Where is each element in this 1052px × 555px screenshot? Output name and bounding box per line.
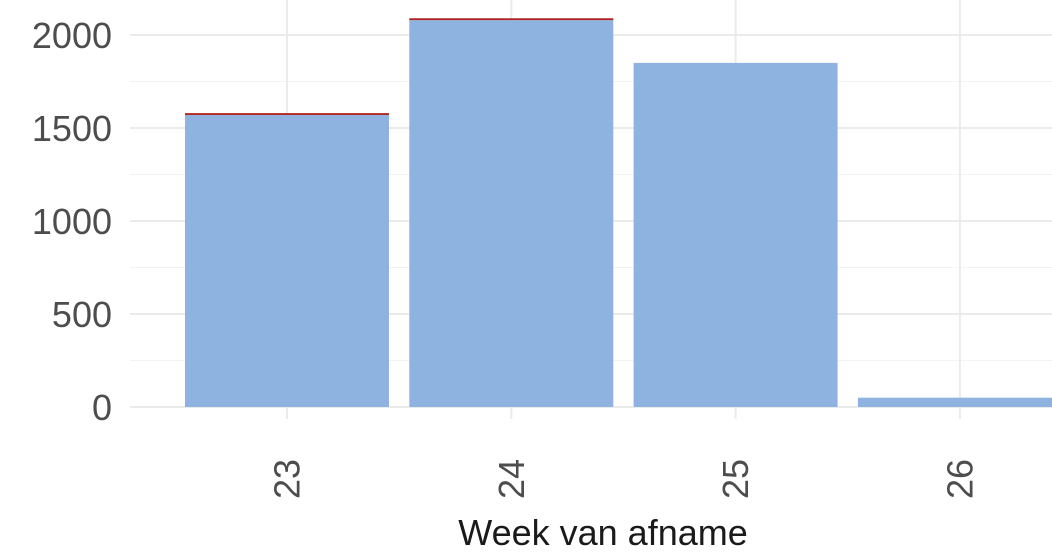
y-tick-label: 500	[52, 294, 112, 335]
y-tick-label: 1000	[32, 201, 112, 242]
bar-week-23-series-2	[185, 113, 389, 115]
bar-week-24-series-1	[409, 20, 614, 408]
bars	[185, 18, 1052, 408]
bar-week-26-series-1	[857, 397, 1052, 407]
x-tick-label: 24	[491, 459, 532, 499]
y-tick-label: 1500	[32, 108, 112, 149]
y-tick-label: 0	[92, 387, 112, 428]
y-axis-ticks: 0 500 1000 1500 2000	[32, 15, 112, 428]
y-tick-label: 2000	[32, 15, 112, 56]
x-axis-ticks: 23 24 25 26	[267, 459, 981, 499]
x-tick-label: 26	[939, 459, 980, 499]
bar-week-24-series-2	[409, 18, 614, 21]
bar-week-25-series-1	[633, 62, 838, 408]
bar-week-23-series-1	[185, 114, 389, 407]
x-axis-title: Week van afname	[458, 512, 748, 553]
x-tick-label: 25	[715, 459, 756, 499]
x-tick-label: 23	[267, 459, 308, 499]
